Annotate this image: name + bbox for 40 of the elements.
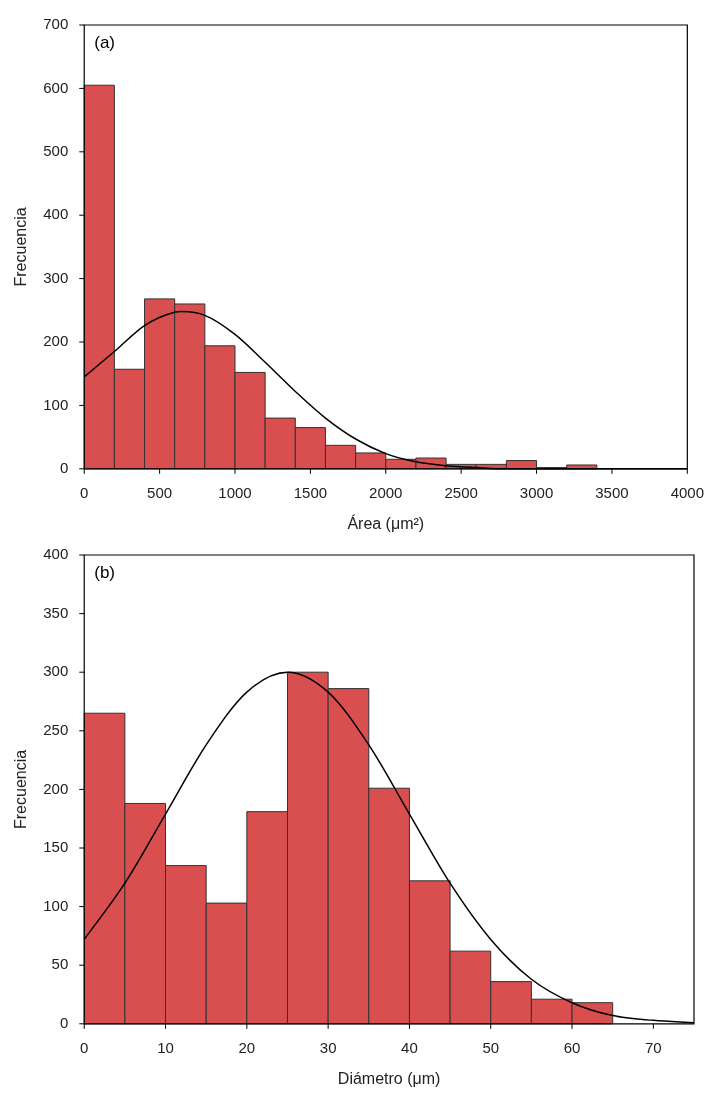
y-tick-label: 50 (51, 955, 69, 973)
annotation: (b) (94, 563, 116, 583)
x-tick-label: 3500 (595, 483, 629, 501)
x-tick-label: 1500 (293, 483, 328, 501)
x-tick-label: 40 (401, 1038, 418, 1056)
x-axis-title: Área (μm²) (347, 513, 425, 532)
x-tick-label: 4000 (670, 483, 704, 501)
y-tick-label: 300 (43, 268, 69, 286)
y-tick-label: 400 (43, 545, 69, 563)
y-tick-label: 600 (43, 78, 69, 96)
y-axis-title: Frecuencia (12, 207, 30, 287)
y-tick-label: 0 (59, 1013, 69, 1031)
x-tick-label: 0 (80, 483, 89, 501)
y-tick-label: 700 (43, 15, 69, 33)
y-tick-label: 100 (43, 896, 69, 914)
y-tick-label: 0 (59, 458, 69, 476)
x-tick-label: 1000 (218, 483, 252, 501)
y-tick-label: 350 (43, 603, 69, 621)
x-tick-label: 50 (482, 1038, 500, 1056)
x-tick-label: 2000 (369, 483, 403, 501)
x-tick-label: 10 (157, 1038, 174, 1056)
x-tick-label: 0 (80, 1038, 89, 1056)
y-tick-label: 250 (43, 720, 69, 738)
y-tick-label: 200 (43, 779, 69, 797)
x-tick-label: 20 (238, 1038, 256, 1056)
annotation: (a) (94, 33, 116, 53)
y-tick-label: 100 (43, 395, 69, 413)
x-tick-label: 3000 (519, 483, 554, 501)
x-tick-label: 70 (645, 1038, 662, 1056)
x-tick-label: 60 (563, 1038, 581, 1056)
y-tick-label: 500 (43, 141, 69, 159)
y-tick-label: 400 (43, 205, 69, 223)
y-axis-title: Frecuencia (12, 749, 30, 829)
y-tick-label: 150 (43, 838, 69, 856)
x-axis-title: Diámetro (μm) (337, 1069, 441, 1087)
y-tick-label: 300 (43, 662, 69, 680)
y-tick-label: 200 (43, 332, 69, 350)
x-tick-label: 30 (319, 1038, 337, 1056)
x-tick-label: 2500 (444, 483, 478, 501)
x-tick-label: 500 (147, 483, 173, 501)
